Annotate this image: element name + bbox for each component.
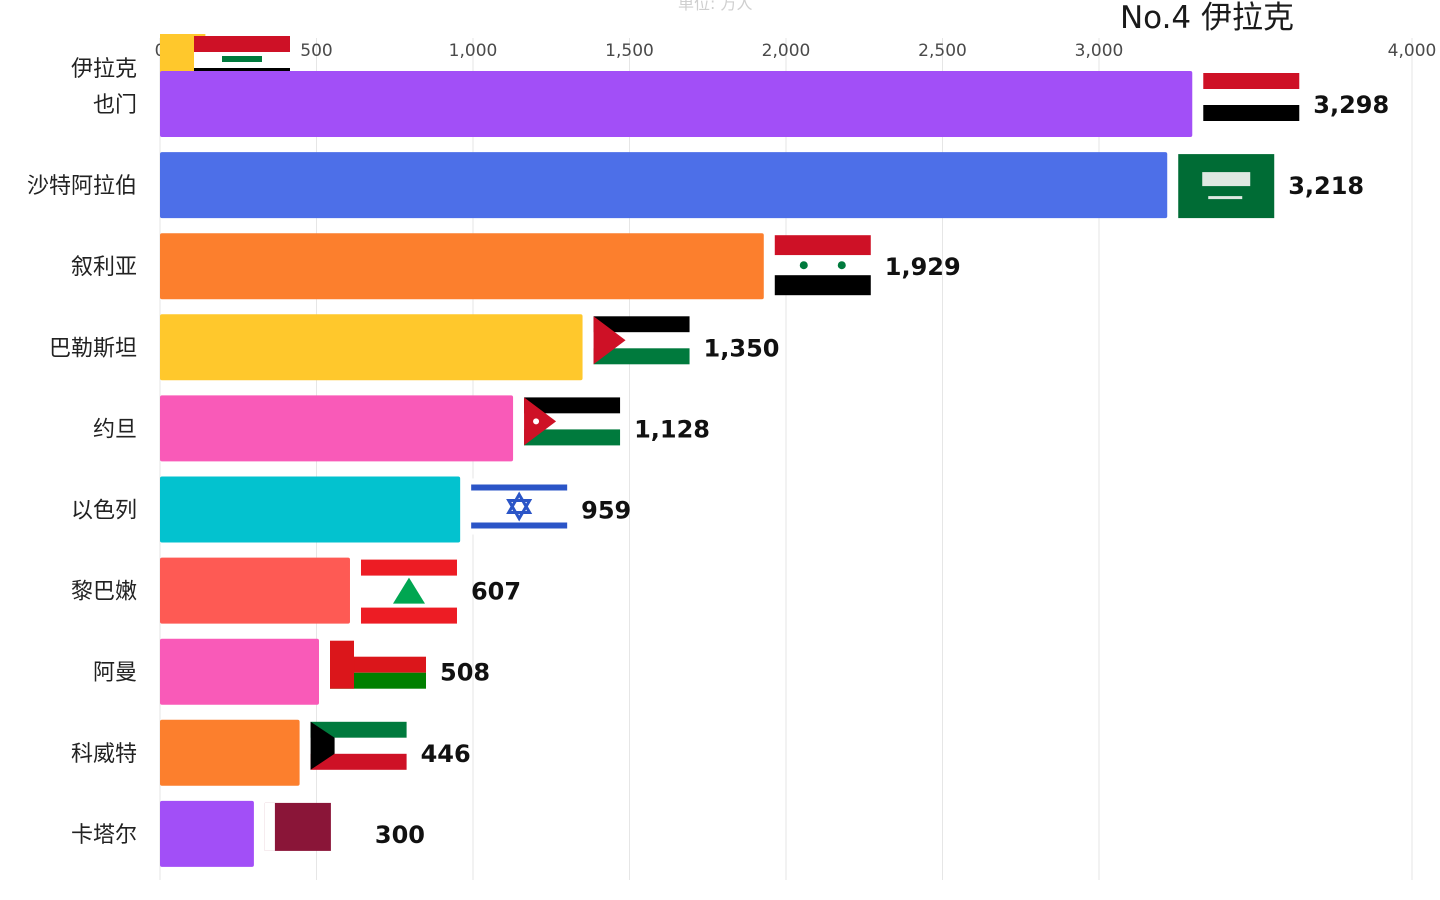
category-label: 巴勒斯坦: [49, 336, 137, 361]
chart-subtitle: 单位: 万人: [678, 0, 753, 13]
category-label: 沙特阿拉伯: [27, 174, 137, 199]
bar: [160, 395, 514, 462]
category-label: 也门: [93, 93, 137, 118]
x-tick-label: 4,000: [1388, 41, 1437, 61]
bar: [160, 71, 1193, 137]
palestine-flag: [593, 316, 690, 365]
syria-flag: [774, 235, 871, 296]
bar: [160, 800, 254, 867]
category-label: 伊拉克: [71, 57, 137, 82]
bar: [160, 233, 764, 300]
lebanon-flag: [360, 559, 457, 624]
saudi-flag: [1178, 154, 1275, 219]
jordan-flag: [524, 397, 621, 446]
bar: [160, 557, 350, 624]
value-label: 607: [471, 578, 521, 606]
x-tick-label: 500: [300, 41, 332, 61]
x-tick-label: 3,000: [1075, 41, 1124, 61]
value-label: 1,929: [885, 253, 961, 281]
value-label: 1,350: [704, 334, 780, 362]
category-label: 黎巴嫩: [71, 580, 137, 605]
category-label: 叙利亚: [71, 255, 137, 280]
category-label: 阿曼: [93, 661, 137, 686]
bar: [160, 314, 583, 381]
yemen-flag: [1203, 73, 1300, 121]
category-label: 科威特: [71, 742, 137, 767]
oman-flag: [330, 640, 427, 689]
israel-flag: [471, 478, 568, 535]
value-label: 3,218: [1288, 172, 1364, 200]
bar: [160, 476, 461, 543]
bar: [160, 719, 300, 786]
x-tick-label: 2,500: [918, 41, 967, 61]
qatar-flag: [264, 802, 331, 851]
value-label: 508: [440, 659, 490, 687]
value-label: 300: [375, 821, 425, 849]
bar: [160, 152, 1168, 219]
value-label: 3,298: [1313, 91, 1389, 119]
bar: [160, 638, 320, 705]
x-tick-label: 2,000: [762, 41, 811, 61]
value-label: 1,128: [634, 415, 710, 443]
category-label: 约旦: [93, 417, 137, 442]
category-label: 卡塔尔: [71, 823, 137, 848]
x-tick-label: 1,000: [449, 41, 498, 61]
value-label: 959: [581, 497, 631, 525]
category-label: 以色列: [71, 499, 137, 524]
x-tick-label: 1,500: [605, 41, 654, 61]
kuwait-flag: [310, 721, 407, 770]
rank-title: No.4 伊拉克: [1119, 0, 1294, 36]
value-label: 446: [421, 740, 471, 768]
